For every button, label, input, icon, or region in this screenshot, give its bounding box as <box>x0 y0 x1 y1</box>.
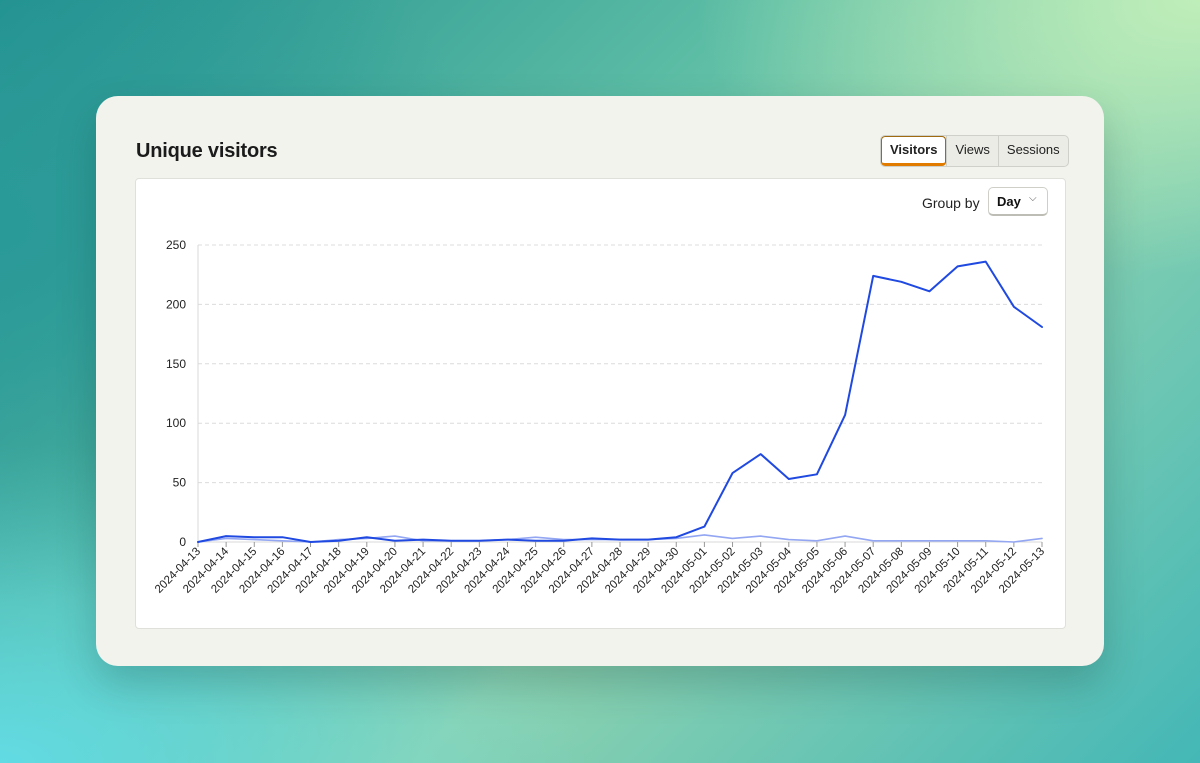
y-tick-label: 250 <box>166 238 186 252</box>
tab-visitors[interactable]: Visitors <box>881 136 947 166</box>
y-tick-label: 150 <box>166 357 186 371</box>
series-line-primary <box>197 260 1043 543</box>
tab-sessions[interactable]: Sessions <box>997 136 1068 166</box>
chart-card: Unique visitors Visitors Views Sessions … <box>96 96 1104 666</box>
group-by-select[interactable]: Day ⌵ <box>988 187 1048 216</box>
chevron-down-icon: ⌵ <box>1029 193 1037 204</box>
group-by-value: Day <box>997 194 1021 209</box>
tab-views[interactable]: Views <box>946 136 997 166</box>
y-tick-label: 100 <box>166 416 186 430</box>
line-chart: 0501001502002502024-04-132024-04-142024-… <box>153 238 1047 596</box>
y-tick-label: 200 <box>166 297 186 311</box>
y-tick-label: 0 <box>179 535 186 549</box>
chart-panel: Group by Day ⌵ 0 50 100 150 200 250 2024-04-13… <box>135 178 1066 629</box>
y-tick-label: 50 <box>173 476 187 490</box>
page-title: Unique visitors <box>136 140 278 162</box>
group-by-label: Group by <box>922 195 980 211</box>
metric-tabs: Visitors Views Sessions <box>880 135 1069 167</box>
